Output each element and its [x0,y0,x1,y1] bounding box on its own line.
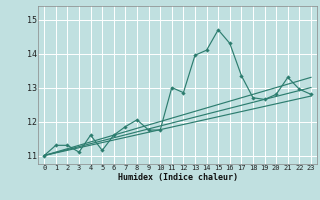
X-axis label: Humidex (Indice chaleur): Humidex (Indice chaleur) [118,173,238,182]
